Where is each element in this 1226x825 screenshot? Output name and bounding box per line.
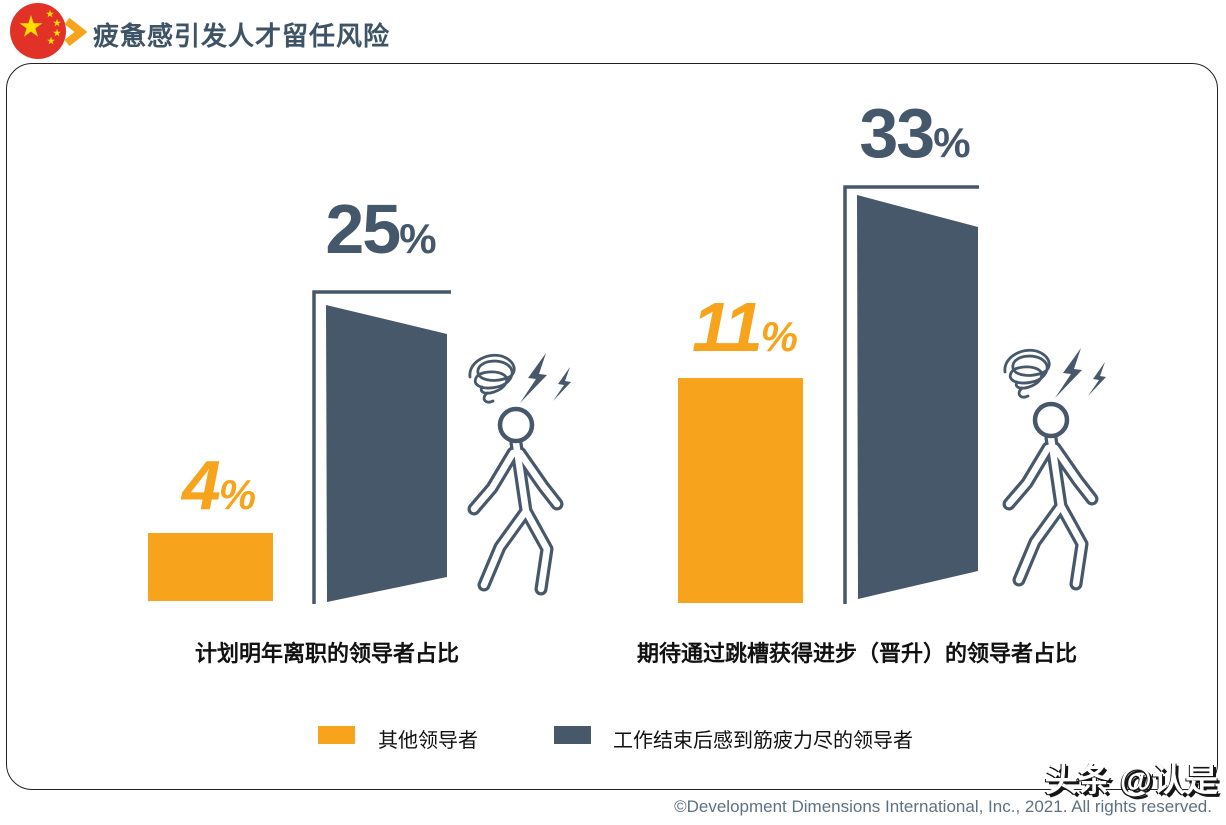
burnout-walking-person-icon <box>991 336 1121 596</box>
group1-caption: 计划明年离职的领导者占比 <box>194 641 459 666</box>
burnout-walking-person-icon <box>456 341 586 601</box>
open-door-icon <box>843 185 979 604</box>
value-label-other-g1: 4% <box>181 446 257 524</box>
value-label-exhausted-g2: 33% <box>859 94 971 172</box>
group2-caption: 期待通过跳槽获得进步（晋升）的领导者占比 <box>636 641 1077 666</box>
value-label-exhausted-g1: 25% <box>325 190 437 268</box>
chevron-right-icon <box>64 18 88 46</box>
watermark-text: 头条 @认是 <box>1044 761 1218 798</box>
bar-other-leaders-g2 <box>678 378 803 603</box>
value-label-other-g2: 11% <box>691 288 799 366</box>
legend-label-exhausted-leaders: 工作结束后感到筋疲力尽的领导者 <box>613 730 913 752</box>
open-door-icon <box>312 290 451 604</box>
legend-swatch-other-leaders <box>318 726 355 744</box>
legend-swatch-exhausted-leaders <box>554 726 591 744</box>
china-flag-icon <box>10 3 66 59</box>
legend-label-other-leaders: 其他领导者 <box>378 730 478 752</box>
chart-card: 4% 25% 计划明年离职的领导者占比 11% 33% 期待通过跳槽获得进步（ <box>6 63 1218 790</box>
page-title: 疲惫感引发人才留任风险 <box>93 21 391 51</box>
copyright-text: ©Development Dimensions International, I… <box>674 797 1212 816</box>
bar-other-leaders-g1 <box>148 533 273 601</box>
